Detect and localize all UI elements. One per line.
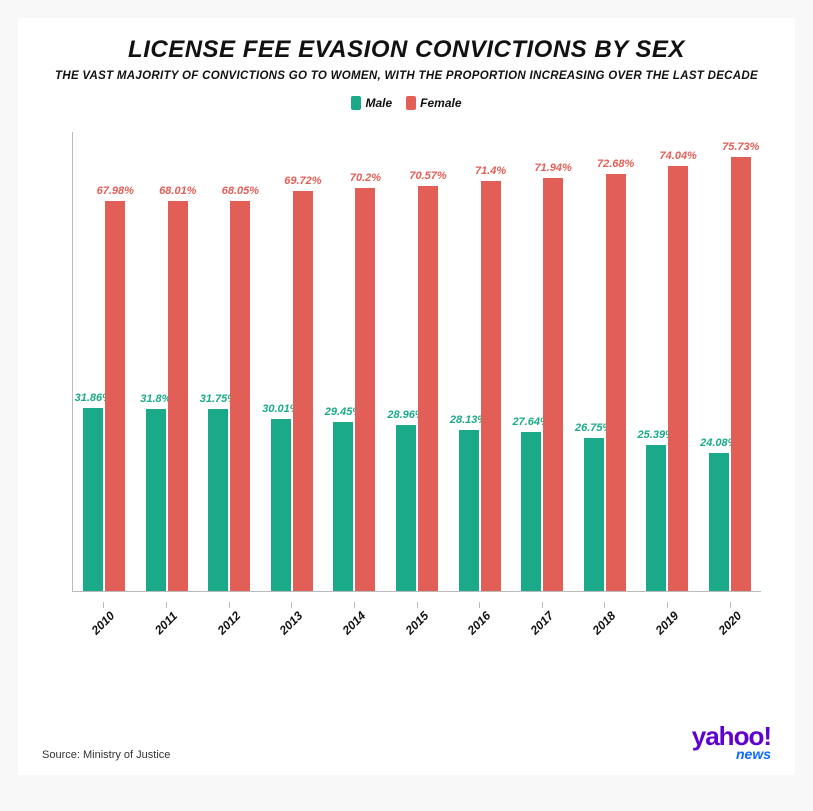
bar-label-female: 72.68%	[597, 158, 634, 170]
bar-group: 31.75%68.05%	[198, 132, 261, 591]
bar-male: 31.8%	[146, 409, 166, 591]
bar-male: 26.75%	[584, 438, 604, 591]
source-text: Source: Ministry of Justice	[42, 749, 170, 761]
bar-label-female: 70.2%	[350, 172, 381, 184]
bar-female: 70.2%	[355, 188, 375, 591]
bar-female: 74.04%	[668, 166, 688, 591]
chart-subtitle: THE VAST MAJORITY OF CONVICTIONS GO TO W…	[42, 70, 771, 82]
x-label-text: 2011	[152, 609, 180, 637]
bar-female: 75.73%	[731, 157, 751, 592]
x-label: 2015	[385, 602, 448, 662]
bar-label-female: 75.73%	[722, 141, 759, 153]
x-label-text: 2019	[653, 609, 682, 638]
bar-male: 25.39%	[646, 445, 666, 591]
bar-female: 69.72%	[293, 191, 313, 591]
bar-female: 72.68%	[606, 174, 626, 591]
bar-label-male: 31.8%	[140, 393, 171, 405]
x-label-text: 2016	[465, 609, 494, 638]
x-tick	[417, 602, 418, 608]
chart-card: LICENSE FEE EVASION CONVICTIONS BY SEX T…	[18, 18, 795, 775]
chart-title: LICENSE FEE EVASION CONVICTIONS BY SEX	[42, 36, 771, 64]
bar-female: 70.57%	[418, 186, 438, 591]
swatch-male	[351, 96, 361, 110]
bar-label-female: 71.4%	[475, 165, 506, 177]
legend-label-male: Male	[365, 96, 392, 110]
x-tick	[166, 602, 167, 608]
bar-group: 26.75%72.68%	[573, 132, 636, 591]
x-tick	[103, 602, 104, 608]
x-label: 2013	[260, 602, 323, 662]
bar-group: 27.64%71.94%	[511, 132, 574, 591]
x-label-text: 2013	[277, 609, 306, 638]
bar-group: 31.8%68.01%	[136, 132, 199, 591]
yahoo-news-logo: yahoo! news	[692, 723, 771, 761]
x-label: 2014	[323, 602, 386, 662]
x-tick	[479, 602, 480, 608]
x-tick	[604, 602, 605, 608]
bar-female: 68.05%	[230, 201, 250, 591]
legend-item-female: Female	[406, 96, 461, 110]
x-label: 2016	[448, 602, 511, 662]
legend: Male Female	[42, 96, 771, 110]
bar-male: 28.96%	[396, 425, 416, 591]
bar-male: 31.75%	[208, 409, 228, 591]
bar-label-female: 74.04%	[660, 150, 697, 162]
x-label-text: 2014	[339, 609, 368, 638]
bar-label-female: 71.94%	[534, 162, 571, 174]
logo-bottom: news	[736, 747, 771, 761]
bar-female: 67.98%	[105, 201, 125, 591]
bar-groups: 31.86%67.98%31.8%68.01%31.75%68.05%30.01…	[73, 132, 761, 591]
bar-female: 71.94%	[543, 178, 563, 591]
bar-male: 28.13%	[459, 430, 479, 591]
bar-group: 28.96%70.57%	[386, 132, 449, 591]
x-tick	[354, 602, 355, 608]
bar-label-female: 70.57%	[409, 170, 446, 182]
x-label: 2017	[510, 602, 573, 662]
bar-label-female: 67.98%	[97, 185, 134, 197]
x-tick	[229, 602, 230, 608]
bar-female: 71.4%	[481, 181, 501, 591]
bar-male: 24.08%	[709, 453, 729, 591]
bar-label-female: 69.72%	[284, 175, 321, 187]
x-label-text: 2012	[214, 609, 243, 638]
legend-label-female: Female	[420, 96, 461, 110]
x-tick	[667, 602, 668, 608]
bar-group: 30.01%69.72%	[261, 132, 324, 591]
chart-area: 31.86%67.98%31.8%68.01%31.75%68.05%30.01…	[42, 122, 771, 662]
x-axis-labels: 2010 2011 2012 2013 2014 2015 2016 2017 2018 2019…	[72, 602, 761, 662]
x-label-text: 2020	[715, 609, 744, 638]
x-tick	[542, 602, 543, 608]
bar-group: 31.86%67.98%	[73, 132, 136, 591]
bar-group: 25.39%74.04%	[636, 132, 699, 591]
x-label-text: 2010	[89, 609, 118, 638]
x-label: 2010	[72, 602, 135, 662]
x-label: 2018	[573, 602, 636, 662]
bar-male: 31.86%	[83, 408, 103, 591]
bar-group: 29.45%70.2%	[323, 132, 386, 591]
x-label: 2011	[135, 602, 198, 662]
x-label-text: 2017	[527, 609, 556, 638]
bar-male: 27.64%	[521, 432, 541, 591]
bar-group: 24.08%75.73%	[698, 132, 761, 591]
x-label-text: 2018	[590, 609, 619, 638]
bar-male: 30.01%	[271, 419, 291, 591]
x-label-text: 2015	[402, 609, 431, 638]
bar-label-female: 68.01%	[159, 185, 196, 197]
bar-group: 28.13%71.4%	[448, 132, 511, 591]
x-label: 2012	[197, 602, 260, 662]
plot-area: 31.86%67.98%31.8%68.01%31.75%68.05%30.01…	[72, 132, 761, 592]
bar-female: 68.01%	[168, 201, 188, 591]
legend-item-male: Male	[351, 96, 392, 110]
swatch-female	[406, 96, 416, 110]
x-tick	[730, 602, 731, 608]
x-tick	[291, 602, 292, 608]
x-label: 2020	[698, 602, 761, 662]
footer: Source: Ministry of Justice yahoo! news	[42, 723, 771, 761]
bar-male: 29.45%	[333, 422, 353, 591]
x-label: 2019	[636, 602, 699, 662]
bar-label-female: 68.05%	[222, 185, 259, 197]
